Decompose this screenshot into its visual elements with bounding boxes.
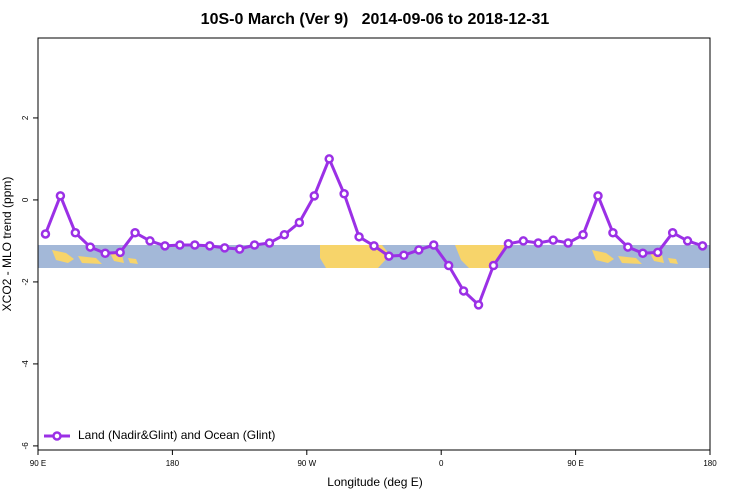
y-axis-title: XCO2 - MLO trend (ppm) xyxy=(0,177,14,312)
y-tick-label: 2 xyxy=(21,115,30,120)
point xyxy=(324,154,334,164)
point xyxy=(473,300,484,310)
point xyxy=(279,230,290,240)
point xyxy=(428,240,439,250)
y-tick-label: 0 xyxy=(21,197,30,202)
point xyxy=(85,242,96,252)
point xyxy=(548,235,558,245)
point xyxy=(70,227,81,238)
x-tick-label: 180 xyxy=(703,459,717,468)
point xyxy=(563,238,573,248)
point xyxy=(369,241,379,251)
y-tick-label: -2 xyxy=(21,278,30,286)
point xyxy=(488,260,499,271)
point xyxy=(667,227,678,238)
point xyxy=(682,236,693,246)
point xyxy=(697,241,708,251)
x-tick-label: 90 E xyxy=(567,459,583,468)
point xyxy=(294,217,305,228)
point xyxy=(100,248,110,258)
point xyxy=(608,227,618,238)
point xyxy=(309,191,320,201)
point xyxy=(339,189,349,199)
point xyxy=(40,229,51,239)
series-line xyxy=(44,155,704,308)
point xyxy=(503,239,514,249)
point xyxy=(458,286,469,296)
point xyxy=(399,250,409,261)
point xyxy=(204,241,215,251)
x-tick-label: 90 E xyxy=(30,459,46,468)
chart-title: 10S-0 March (Ver 9) 2014-09-06 to 2018-1… xyxy=(201,11,550,28)
point xyxy=(578,230,588,240)
x-tick-label: 0 xyxy=(439,459,444,468)
legend-label: Land (Nadir&Glint) and Ocean (Glint) xyxy=(78,428,275,442)
y-tick-label: -4 xyxy=(21,360,30,368)
plot-frame xyxy=(37,37,711,451)
point xyxy=(160,241,170,251)
point xyxy=(623,242,633,252)
point xyxy=(115,247,125,258)
y-tick-label: -6 xyxy=(21,442,30,450)
point xyxy=(652,247,663,258)
x-tick-label: 90 W xyxy=(297,459,316,468)
point xyxy=(55,191,66,201)
legend-marker xyxy=(52,431,62,441)
point xyxy=(443,260,454,271)
point xyxy=(384,251,394,261)
point xyxy=(638,248,648,258)
point xyxy=(264,238,275,248)
point xyxy=(190,240,200,250)
x-tick-label: 180 xyxy=(166,459,180,468)
point xyxy=(249,240,260,250)
x-axis-title: Longitude (deg E) xyxy=(327,475,422,489)
point xyxy=(593,191,603,201)
point xyxy=(130,227,140,238)
point xyxy=(533,238,544,248)
point xyxy=(234,244,245,254)
point xyxy=(354,232,364,242)
point xyxy=(414,245,424,255)
point xyxy=(145,236,155,246)
point xyxy=(175,240,185,250)
point xyxy=(518,236,529,246)
point xyxy=(219,243,230,253)
